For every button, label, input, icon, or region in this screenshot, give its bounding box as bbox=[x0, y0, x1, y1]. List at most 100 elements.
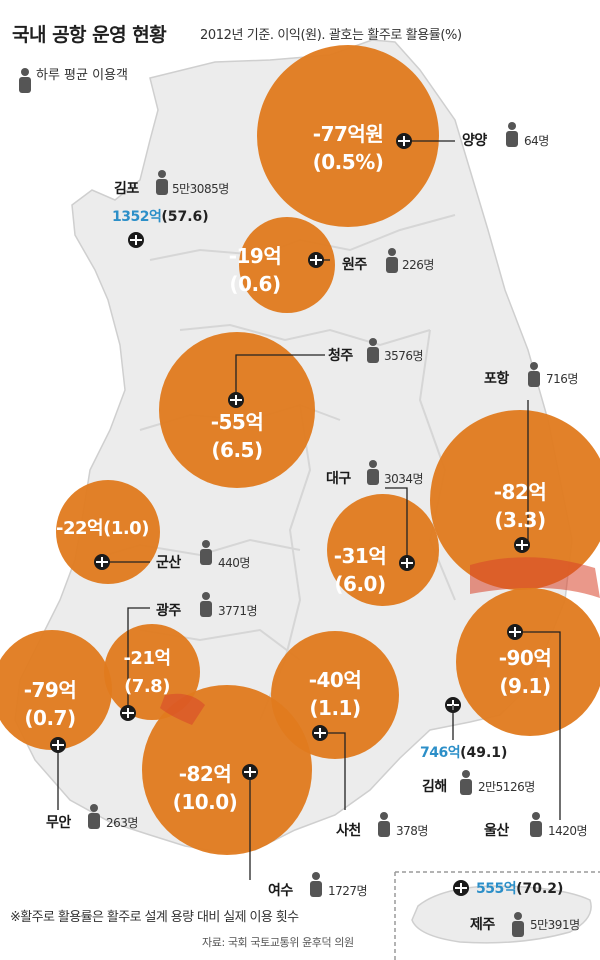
yangyang-name: 양양 bbox=[462, 133, 487, 149]
person-icon bbox=[367, 338, 379, 363]
muan-passengers: 263명 bbox=[106, 816, 138, 830]
person-icon bbox=[528, 362, 540, 387]
gunsan-name: 군산 bbox=[156, 555, 181, 571]
gunsan-bubble-text: -22억(1.0) bbox=[56, 514, 149, 540]
ulsan-bubble-text: -90억 (9.1) bbox=[470, 644, 580, 700]
ulsan-passengers: 1420명 bbox=[548, 824, 588, 838]
person-icon bbox=[512, 912, 524, 937]
person-icon bbox=[460, 770, 472, 795]
person-icon bbox=[367, 460, 379, 485]
yangyang-bubble-text: -77억원 (0.5%) bbox=[273, 120, 423, 176]
bubble-wonju bbox=[239, 217, 335, 313]
gimpo-passengers: 5만3085명 bbox=[172, 182, 229, 196]
bubble-pohang bbox=[430, 410, 600, 590]
bubble-cheongju bbox=[159, 332, 315, 488]
person-icon bbox=[386, 248, 398, 273]
person-icon bbox=[19, 68, 31, 93]
pohang-name: 포항 bbox=[484, 371, 509, 387]
person-icon bbox=[200, 592, 212, 617]
gimhae-utilization: (49.1) bbox=[460, 745, 508, 761]
jeju-profit: 555억 bbox=[476, 881, 517, 897]
page-title: 국내 공항 운영 현황 bbox=[12, 24, 167, 46]
gunsan-utilization: (1.0) bbox=[103, 518, 149, 539]
bubble-yeosu bbox=[142, 685, 312, 855]
person-icon bbox=[200, 540, 212, 565]
ulsan-utilization: (9.1) bbox=[499, 674, 551, 698]
gimpo-name: 김포 bbox=[114, 181, 139, 197]
person-icons bbox=[19, 68, 542, 937]
sacheon-name: 사천 bbox=[336, 823, 361, 839]
sacheon-profit: -40억 bbox=[308, 668, 362, 692]
gimhae-name: 김해 bbox=[422, 779, 447, 795]
yangyang-profit: -77억원 bbox=[312, 122, 384, 146]
wonju-utilization: (0.6) bbox=[229, 272, 281, 296]
sacheon-utilization: (1.1) bbox=[309, 696, 361, 720]
bubble-muan bbox=[0, 630, 112, 750]
gimhae-passengers: 2만5126명 bbox=[478, 780, 535, 794]
gunsan-profit: -22억 bbox=[56, 518, 104, 539]
wonju-profit: -19억 bbox=[228, 244, 282, 268]
person-icon bbox=[378, 812, 390, 837]
pohang-utilization: (3.3) bbox=[494, 508, 546, 532]
person-icon bbox=[310, 872, 322, 897]
bubble-sacheon bbox=[271, 631, 399, 759]
cheongju-utilization: (6.5) bbox=[211, 438, 263, 462]
cheongju-bubble-text: -55억 (6.5) bbox=[162, 408, 312, 464]
daegu-bubble-text: -31억 (6.0) bbox=[295, 542, 425, 598]
deficit-bubbles bbox=[0, 45, 600, 855]
wonju-name: 원주 bbox=[342, 257, 367, 273]
gwangju-profit: -21억 bbox=[123, 648, 171, 669]
gimpo-profit: 1352억 bbox=[112, 209, 162, 225]
ulsan-name: 울산 bbox=[484, 823, 509, 839]
ulsan-profit: -90억 bbox=[498, 646, 552, 670]
gimhae-profit: 746억 bbox=[420, 745, 461, 761]
sacheon-passengers: 378명 bbox=[396, 824, 428, 838]
yeosu-passengers: 1727명 bbox=[328, 884, 368, 898]
yangyang-utilization: (0.5%) bbox=[312, 150, 384, 174]
gimhae-result: 746억(49.1) bbox=[420, 742, 507, 762]
page-subtitle: 2012년 기준. 이익(원). 괄호는 활주로 활용률(%) bbox=[200, 28, 462, 43]
yeosu-utilization: (10.0) bbox=[172, 790, 238, 814]
footnote: ※활주로 활용률은 활주로 설계 용량 대비 실제 이용 횟수 bbox=[10, 910, 299, 925]
bubble-yangyang bbox=[257, 45, 439, 227]
overlap-tint bbox=[160, 557, 600, 725]
gwangju-utilization: (7.8) bbox=[124, 676, 170, 697]
wonju-bubble-text: -19억 (0.6) bbox=[200, 242, 310, 298]
wonju-passengers: 226명 bbox=[402, 258, 434, 272]
person-icon bbox=[530, 812, 542, 837]
jeju-passengers: 5만391명 bbox=[530, 918, 580, 932]
gwangju-name: 광주 bbox=[156, 603, 181, 619]
jeju-result: 555억(70.2) bbox=[476, 878, 563, 898]
yeosu-name: 여수 bbox=[268, 883, 293, 899]
muan-bubble-text: -79억 (0.7) bbox=[0, 676, 100, 732]
muan-name: 무안 bbox=[46, 815, 71, 831]
cheongju-passengers: 3576명 bbox=[384, 349, 424, 363]
daegu-utilization: (6.0) bbox=[334, 572, 386, 596]
jeju-utilization: (70.2) bbox=[516, 881, 564, 897]
cheongju-profit: -55억 bbox=[210, 410, 264, 434]
gwangju-bubble-text: -21억 (7.8) bbox=[92, 645, 202, 701]
person-icon bbox=[156, 170, 168, 195]
daegu-profit: -31억 bbox=[333, 544, 387, 568]
yangyang-passengers: 64명 bbox=[524, 134, 549, 148]
person-icon bbox=[88, 804, 100, 829]
gunsan-passengers: 440명 bbox=[218, 556, 250, 570]
yeosu-bubble-text: -82억 (10.0) bbox=[140, 760, 270, 816]
bubble-ulsan bbox=[456, 588, 600, 736]
gimpo-utilization: (57.6) bbox=[161, 209, 209, 225]
sacheon-bubble-text: -40억 (1.1) bbox=[280, 666, 390, 722]
daegu-passengers: 3034명 bbox=[384, 472, 424, 486]
legend-label: 하루 평균 이용객 bbox=[36, 68, 128, 83]
jeju-island bbox=[411, 885, 592, 944]
gimpo-result: 1352억(57.6) bbox=[112, 206, 209, 226]
muan-profit: -79억 bbox=[23, 678, 77, 702]
pohang-passengers: 716명 bbox=[546, 372, 578, 386]
jeju-name: 제주 bbox=[470, 917, 495, 933]
person-icon bbox=[506, 122, 518, 147]
cheongju-name: 청주 bbox=[328, 348, 353, 364]
gwangju-passengers: 3771명 bbox=[218, 604, 258, 618]
source-credit: 자료: 국회 국토교통위 윤후덕 의원 bbox=[202, 936, 354, 949]
yeosu-profit: -82억 bbox=[178, 762, 232, 786]
pohang-bubble-text: -82억 (3.3) bbox=[460, 478, 580, 534]
